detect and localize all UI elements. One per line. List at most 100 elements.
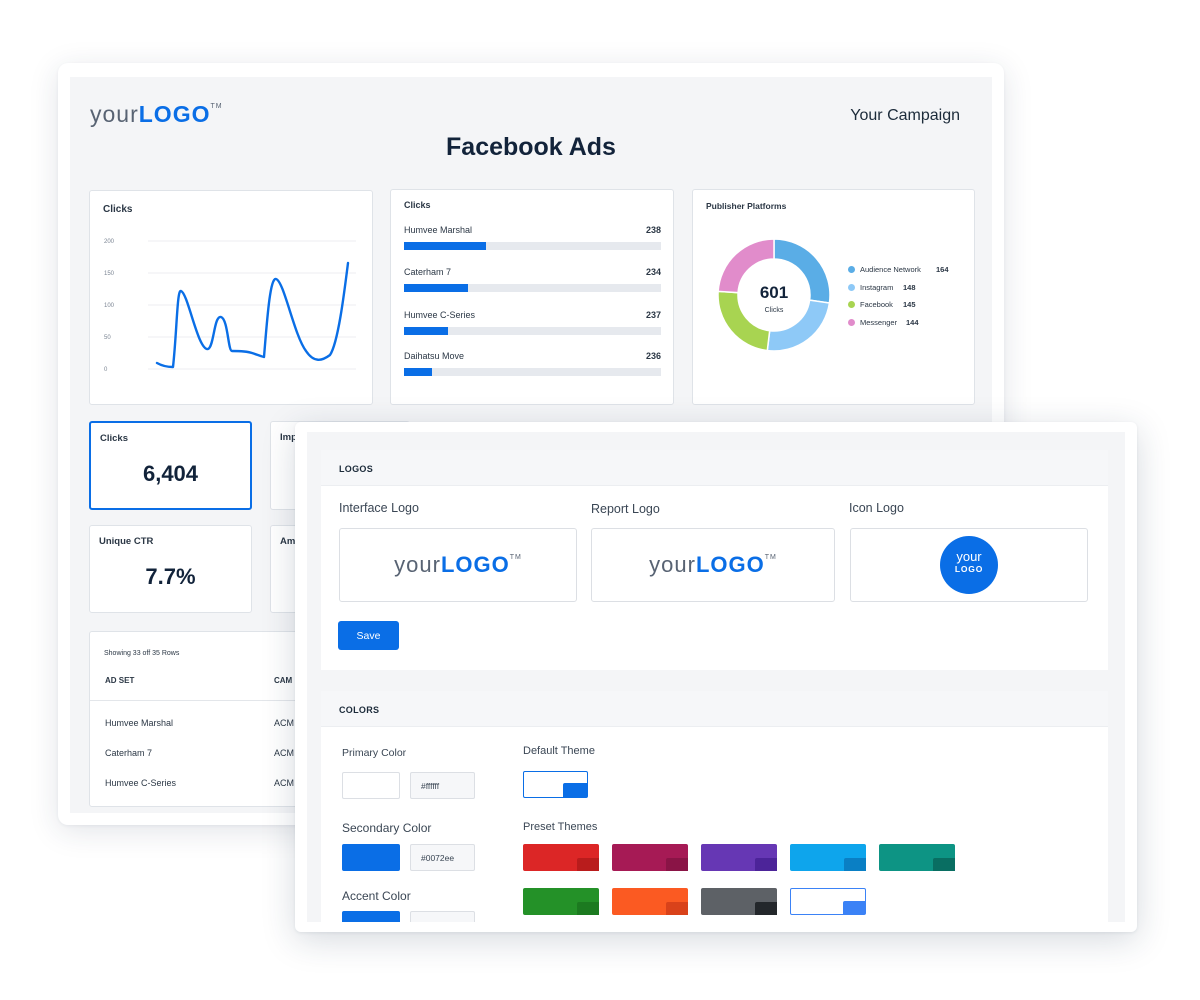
- bar-value: 238: [645, 225, 661, 235]
- bar-fill: [404, 327, 448, 335]
- legend-item: Facebook 145: [848, 299, 966, 317]
- donut-total: 601: [759, 283, 789, 302]
- bar-row: Caterham 7 234: [404, 267, 661, 301]
- settings-canvas: LOGOS Interface Logo Report Logo Icon Lo…: [307, 432, 1125, 922]
- table-cell: ACM: [274, 778, 294, 788]
- theme-accent-corner: [755, 858, 777, 871]
- bar-fill: [404, 242, 487, 250]
- interface-logo-label: Interface Logo: [339, 501, 419, 515]
- bar-label: Caterham 7: [404, 267, 452, 277]
- kpi-clicks-card[interactable]: Clicks 6,404: [89, 421, 252, 510]
- legend-item: Audience Network 164: [848, 264, 966, 282]
- report-logo-dropzone[interactable]: yourLOGOTM: [591, 528, 835, 602]
- save-button[interactable]: Save: [338, 621, 399, 650]
- kpi-unique-ctr-card[interactable]: Unique CTR 7.7%: [89, 525, 252, 613]
- preset-theme-swatch[interactable]: [790, 888, 866, 915]
- bar-label: Daihatsu Move: [404, 351, 465, 361]
- primary-color-swatch[interactable]: [342, 772, 400, 799]
- bar-label: Humvee C-Series: [404, 310, 476, 320]
- bar-fill: [404, 368, 433, 376]
- accent-color-input[interactable]: [410, 911, 475, 922]
- icon-logo-label: Icon Logo: [849, 501, 904, 515]
- legend-swatch: [848, 266, 855, 273]
- icon-logo-dropzone[interactable]: your LOGO: [850, 528, 1088, 602]
- legend-item: Instagram 148: [848, 282, 966, 300]
- theme-accent-corner: [666, 902, 688, 915]
- preset-theme-swatch[interactable]: [612, 888, 688, 915]
- theme-accent-corner: [933, 858, 955, 871]
- secondary-color-swatch[interactable]: [342, 844, 400, 871]
- legend-name: Messenger: [860, 317, 898, 327]
- report-logo-preview: yourLOGOTM: [649, 552, 777, 577]
- column-header[interactable]: CAM: [274, 676, 293, 685]
- bar-track: [404, 284, 661, 292]
- table-cell: ACM: [274, 718, 294, 728]
- clicks-series-line: [155, 261, 350, 369]
- legend-item: Messenger 144: [848, 317, 966, 335]
- table-cell: Humvee C-Series: [105, 778, 177, 788]
- preset-theme-swatch[interactable]: [701, 888, 777, 915]
- bar-row: Humvee Marshal 238: [404, 225, 661, 259]
- primary-color-input[interactable]: #ffffff: [410, 772, 475, 799]
- kpi-value: 7.7%: [145, 564, 196, 589]
- bar-track: [404, 368, 661, 376]
- kpi-value: 6,404: [142, 461, 199, 486]
- y-tick-label: 200: [104, 239, 115, 245]
- legend-swatch: [848, 283, 855, 291]
- row-count-note: Showing 33 off 35 Rows: [104, 650, 180, 657]
- legend-name: Instagram: [860, 282, 894, 292]
- legend-swatch: [848, 301, 855, 308]
- legend-value: 144: [906, 317, 919, 327]
- branding-settings-window: LOGOS Interface Logo Report Logo Icon Lo…: [295, 422, 1137, 932]
- secondary-color-input[interactable]: #0072ee: [410, 844, 475, 871]
- preset-theme-swatch[interactable]: [523, 844, 599, 871]
- y-tick-label: 100: [104, 303, 115, 309]
- publisher-donut-chart: [717, 238, 831, 352]
- column-header[interactable]: AD SET: [105, 676, 135, 685]
- legend-name: Audience Network: [860, 265, 921, 274]
- interface-logo-dropzone[interactable]: yourLOGOTM: [339, 528, 577, 602]
- primary-color-label: Primary Color: [342, 747, 407, 759]
- preset-theme-swatch[interactable]: [879, 844, 955, 871]
- donut-legend: Audience Network 164 Instagram 148 Faceb…: [848, 264, 966, 334]
- legend-name: Facebook: [860, 300, 893, 309]
- kpi-label: Imp: [280, 432, 297, 443]
- preset-theme-swatch[interactable]: [612, 844, 688, 871]
- preset-themes-label: Preset Themes: [523, 821, 598, 833]
- bar-track: [404, 242, 661, 250]
- page-title: Facebook Ads: [446, 133, 616, 161]
- theme-accent-corner: [577, 858, 599, 871]
- icon-logo-preview: your LOGO: [940, 536, 998, 594]
- bar-value: 234: [645, 267, 661, 277]
- clicks-bar-list-card: Clicks Humvee Marshal 238 Caterham 7 234…: [390, 189, 674, 405]
- clicks-line-chart-card: Clicks 200 150 100 50 0: [89, 190, 373, 405]
- campaign-name: Your Campaign: [850, 107, 960, 124]
- preset-theme-swatch[interactable]: [701, 844, 777, 871]
- preset-theme-swatch[interactable]: [790, 844, 866, 871]
- legend-value: 164: [936, 265, 949, 274]
- y-tick-label: 150: [104, 271, 115, 277]
- bar-value: 236: [645, 351, 661, 361]
- theme-accent-corner: [666, 858, 688, 871]
- accent-color-swatch[interactable]: [342, 911, 400, 922]
- default-theme-label: Default Theme: [523, 745, 595, 757]
- bar-label: Humvee Marshal: [404, 225, 473, 235]
- interface-logo-preview: yourLOGOTM: [394, 552, 522, 577]
- theme-accent-corner: [577, 902, 599, 915]
- kpi-label: Unique CTR: [99, 536, 154, 547]
- section-header: COLORS: [321, 691, 1108, 727]
- colors-section: COLORS Primary Color #ffffff Secondary C…: [321, 691, 1108, 922]
- publisher-platforms-card: Publisher Platforms 601 Clicks Audience …: [692, 189, 975, 405]
- section-header: LOGOS: [321, 450, 1108, 486]
- preset-theme-swatch[interactable]: [523, 888, 599, 915]
- clicks-line-chart: 200 150 100 50 0: [104, 239, 356, 373]
- legend-value: 148: [903, 282, 916, 292]
- default-theme-swatch[interactable]: [523, 771, 588, 798]
- donut-title: Publisher Platforms: [706, 201, 787, 211]
- bar-row: Daihatsu Move 236: [404, 351, 661, 385]
- accent-color-label: Accent Color: [342, 889, 411, 903]
- legend-value: 145: [903, 300, 916, 309]
- table-cell: ACM: [274, 748, 294, 758]
- donut-total-label: Clicks: [764, 307, 784, 314]
- secondary-color-label: Secondary Color: [342, 821, 432, 835]
